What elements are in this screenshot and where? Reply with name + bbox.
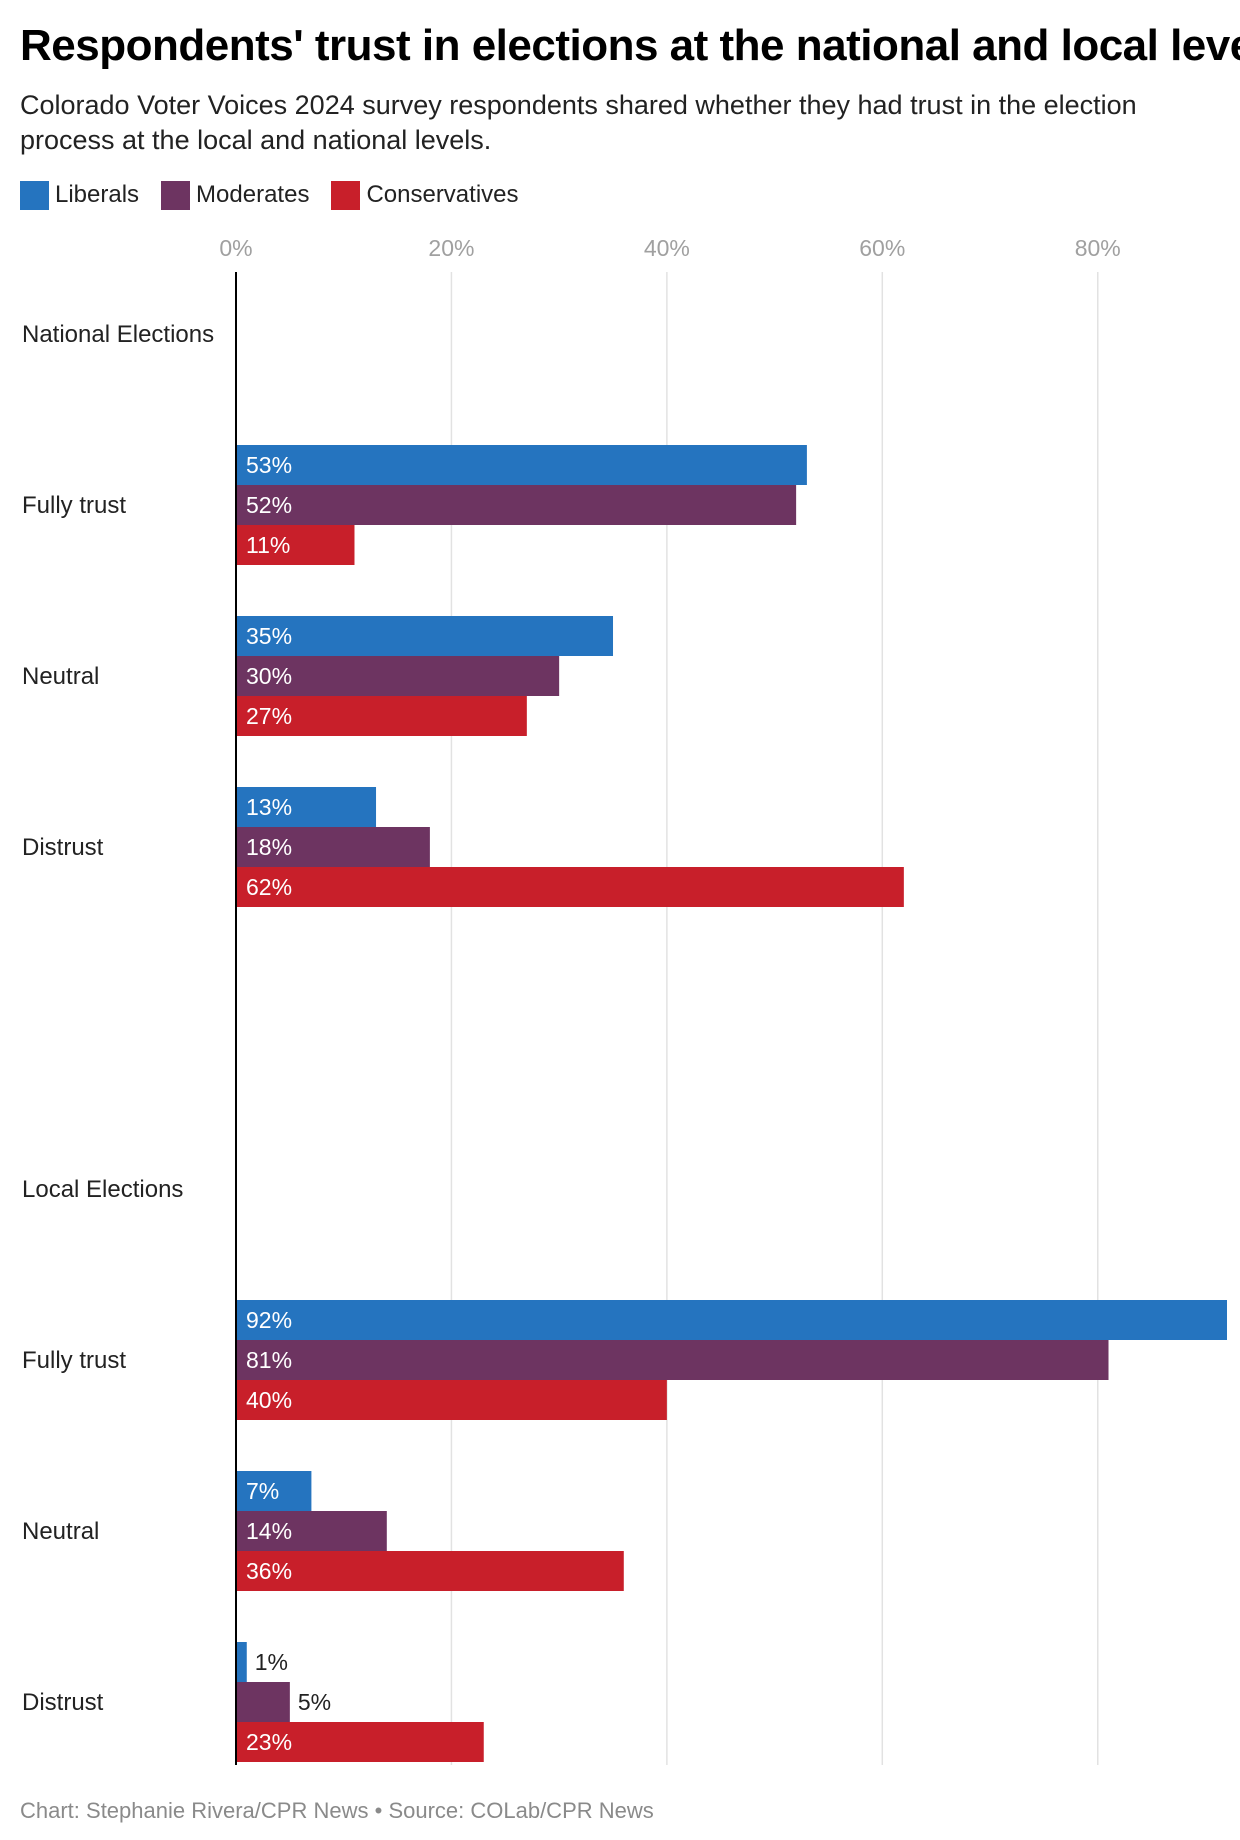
legend-label-conservatives: Conservatives bbox=[366, 181, 519, 208]
x-tick-label: 0% bbox=[219, 235, 252, 261]
category-label: Neutral bbox=[22, 1518, 99, 1545]
footer-credit: Chart: Stephanie Rivera/CPR News bbox=[20, 1798, 369, 1823]
footer-separator: • bbox=[374, 1798, 383, 1823]
bar-conservatives bbox=[236, 1722, 484, 1762]
legend-label-moderates: Moderates bbox=[196, 181, 310, 208]
bar-conservatives bbox=[236, 1551, 624, 1591]
data-label-liberals: 92% bbox=[246, 1307, 292, 1333]
data-label-liberals: 7% bbox=[246, 1478, 279, 1504]
data-label-moderates: 81% bbox=[246, 1347, 292, 1373]
footer-source: Source: COLab/CPR News bbox=[388, 1798, 654, 1823]
legend-swatch-moderates bbox=[161, 180, 191, 210]
x-tick-label: 20% bbox=[428, 235, 474, 261]
legend-swatch-conservatives bbox=[331, 180, 361, 210]
bar-moderates bbox=[236, 1340, 1109, 1380]
x-tick-label: 60% bbox=[859, 235, 905, 261]
legend-item-moderates: Moderates bbox=[161, 180, 310, 210]
legend-swatch-liberals bbox=[20, 180, 49, 210]
category-label: Fully trust bbox=[22, 1347, 126, 1374]
bar-moderates bbox=[236, 656, 560, 696]
data-label-moderates: 14% bbox=[246, 1518, 292, 1544]
bar-liberals bbox=[236, 1642, 247, 1682]
bar-moderates bbox=[236, 485, 797, 525]
x-tick-label: 40% bbox=[644, 235, 690, 261]
bar-moderates bbox=[236, 1682, 290, 1722]
bar-moderates bbox=[236, 1511, 387, 1551]
bar-liberals bbox=[236, 445, 807, 485]
data-label-liberals: 53% bbox=[246, 452, 292, 478]
data-label-conservatives: 27% bbox=[246, 703, 292, 729]
data-label-moderates: 5% bbox=[298, 1689, 331, 1715]
group-header-label: Local Elections bbox=[22, 1176, 183, 1203]
category-label: Fully trust bbox=[22, 492, 126, 519]
chart-title: Respondents' trust in elections at the n… bbox=[20, 21, 1240, 70]
chart-subtitle: Colorado Voter Voices 2024 survey respon… bbox=[20, 90, 1137, 155]
legend: Liberals Moderates Conservatives bbox=[20, 178, 541, 212]
bar-moderates bbox=[236, 827, 430, 867]
legend-label-liberals: Liberals bbox=[55, 181, 140, 208]
data-label-liberals: 1% bbox=[255, 1649, 288, 1675]
group-header-label: National Elections bbox=[22, 321, 214, 348]
x-tick-label: 80% bbox=[1075, 235, 1121, 261]
bar-liberals bbox=[236, 616, 614, 656]
bar-conservatives bbox=[236, 1380, 667, 1420]
category-label: Distrust bbox=[22, 1689, 104, 1716]
bar-conservatives bbox=[236, 525, 355, 565]
data-label-moderates: 30% bbox=[246, 663, 292, 689]
bar-conservatives bbox=[236, 867, 904, 907]
category-label: Neutral bbox=[22, 663, 99, 690]
data-label-conservatives: 36% bbox=[246, 1558, 292, 1584]
data-label-conservatives: 23% bbox=[246, 1729, 292, 1755]
legend-item-liberals: Liberals bbox=[20, 180, 140, 210]
chart-footer: Chart: Stephanie Rivera/CPR News • Sourc… bbox=[20, 1798, 654, 1824]
data-label-liberals: 13% bbox=[246, 794, 292, 820]
bar-conservatives bbox=[236, 696, 527, 736]
data-label-conservatives: 11% bbox=[246, 532, 290, 558]
bar-liberals bbox=[236, 1471, 312, 1511]
bar-liberals bbox=[236, 787, 377, 827]
data-label-conservatives: 40% bbox=[246, 1387, 292, 1413]
data-label-conservatives: 62% bbox=[246, 874, 292, 900]
data-label-moderates: 18% bbox=[246, 834, 292, 860]
bar-liberals bbox=[236, 1300, 1227, 1340]
legend-item-conservatives: Conservatives bbox=[331, 180, 519, 210]
data-label-liberals: 35% bbox=[246, 623, 292, 649]
data-label-moderates: 52% bbox=[246, 492, 292, 518]
category-label: Distrust bbox=[22, 834, 104, 861]
